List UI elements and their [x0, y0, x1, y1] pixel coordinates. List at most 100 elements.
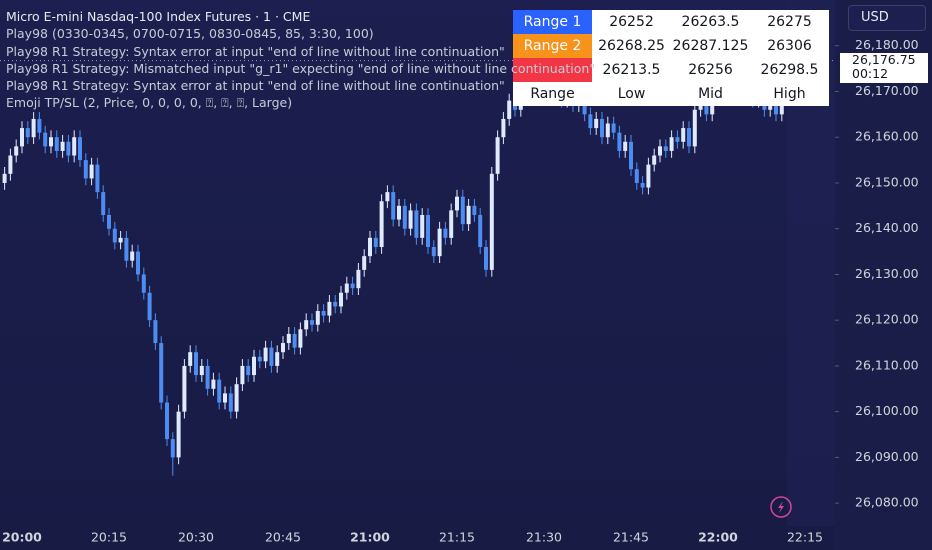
y-tick-label: 26,150.00: [855, 174, 919, 189]
candle-body: [652, 155, 657, 165]
candle-body: [484, 246, 488, 270]
candle-body: [449, 210, 454, 238]
table-row: 26213.5 26256 26298.5: [513, 58, 829, 82]
table-cell: 26268.25: [598, 38, 665, 54]
y-tick-label: 26,180.00: [855, 37, 919, 52]
candle-body: [704, 100, 709, 115]
x-tick-label: 20:00: [2, 530, 42, 545]
candle-body: [89, 164, 94, 179]
candle-body: [600, 118, 604, 138]
table-cell: 26298.5: [760, 62, 819, 78]
candle-body: [252, 356, 256, 376]
candle-body: [31, 118, 36, 138]
candle-body: [478, 214, 483, 247]
candle-body: [2, 173, 7, 183]
candle-body: [391, 192, 396, 220]
table-cell: 26275: [767, 14, 812, 30]
currency-button[interactable]: USD: [848, 5, 926, 31]
candle-body: [83, 160, 88, 179]
table-header-cell: High: [773, 86, 806, 102]
indicator-label: Play98 R1 Strategy: Mismatched input "g_…: [6, 60, 596, 76]
candle-body: [159, 343, 164, 403]
candle-body: [72, 137, 77, 156]
indicator-label: Play98 R1 Strategy: Syntax error at inpu…: [6, 78, 505, 94]
candle-body: [315, 311, 320, 325]
candle-body: [43, 132, 48, 147]
candle-body: [240, 365, 245, 385]
table-cell: 26213.5: [602, 62, 661, 78]
table-cell: [513, 58, 592, 82]
candle-body: [397, 205, 401, 220]
candle-body: [692, 109, 697, 147]
countdown: 00:12: [852, 65, 889, 81]
table-cell: 26263.5: [681, 14, 740, 30]
candle-body: [611, 123, 616, 133]
y-tick-label: 26,160.00: [855, 129, 919, 144]
y-tick-label: 26,110.00: [855, 357, 919, 372]
last-price: 26,176.75: [852, 51, 916, 67]
candle-body: [339, 292, 343, 307]
table-row: Range 1 26252 26263.5 26275: [513, 10, 829, 34]
candle-body: [78, 137, 82, 161]
candle-body: [646, 164, 651, 188]
y-tick-label: 26,130.00: [855, 266, 919, 281]
candle-body: [8, 155, 13, 174]
candle-body: [675, 137, 680, 142]
candle-body: [281, 343, 285, 353]
candle-body: [431, 246, 436, 257]
candle-body: [623, 141, 628, 151]
x-tick-label: 21:45: [613, 530, 649, 545]
candle-body: [246, 365, 251, 376]
candle-body: [118, 237, 123, 243]
lightning-icon[interactable]: [770, 496, 792, 518]
candle-body: [333, 301, 338, 307]
candle-body: [153, 320, 158, 344]
candle-body: [228, 393, 233, 412]
candle-body: [408, 210, 413, 229]
candles: [2, 53, 784, 476]
candle-body: [373, 237, 378, 247]
candle-body: [275, 352, 280, 366]
table-header-cell: Mid: [698, 86, 723, 102]
candle-body: [147, 292, 152, 321]
candle-body: [188, 352, 193, 366]
table-header-cell: Low: [617, 86, 646, 102]
range-table: Range 1 26252 26263.5 26275 Range 2 26268.25 2…: [513, 10, 829, 106]
table-header-row: Range Low Mid High: [513, 82, 829, 106]
candle-body: [269, 347, 274, 366]
candle-body: [136, 251, 140, 275]
candle-body: [205, 365, 210, 389]
candle-body: [350, 283, 355, 289]
candle-body: [60, 141, 65, 151]
candle-body: [54, 137, 59, 151]
table-cell: Range 2: [513, 34, 592, 58]
candle-body: [223, 393, 227, 403]
candle-body: [437, 228, 442, 257]
candle-body: [681, 128, 686, 142]
candle-body: [112, 228, 117, 243]
symbol-title[interactable]: Micro E-mini Nasdaq-100 Index Futures · …: [6, 9, 311, 24]
candle-body: [310, 320, 314, 325]
table-cell: 26256: [688, 62, 733, 78]
candle-body: [199, 365, 204, 376]
candle-body: [14, 146, 19, 156]
candle-body: [344, 283, 349, 293]
candle-body: [385, 192, 390, 202]
candle-body: [460, 196, 465, 225]
x-tick-label: 20:15: [91, 530, 127, 545]
candle-body: [455, 196, 459, 211]
candle-body: [507, 100, 512, 119]
candle-body: [130, 251, 135, 261]
candle-body: [234, 384, 239, 412]
candle-body: [292, 333, 297, 348]
candle-body: [640, 182, 645, 188]
price-axis-area: [835, 0, 932, 550]
candle-body: [594, 118, 599, 129]
candle-body: [669, 137, 674, 151]
last-price-label: 26,176.75 00:12: [840, 51, 928, 83]
candle-body: [420, 214, 425, 238]
table-header-cell: Range: [530, 86, 575, 102]
candle-body: [141, 274, 146, 293]
y-tick-label: 26,100.00: [855, 403, 919, 418]
candle-body: [426, 214, 430, 247]
